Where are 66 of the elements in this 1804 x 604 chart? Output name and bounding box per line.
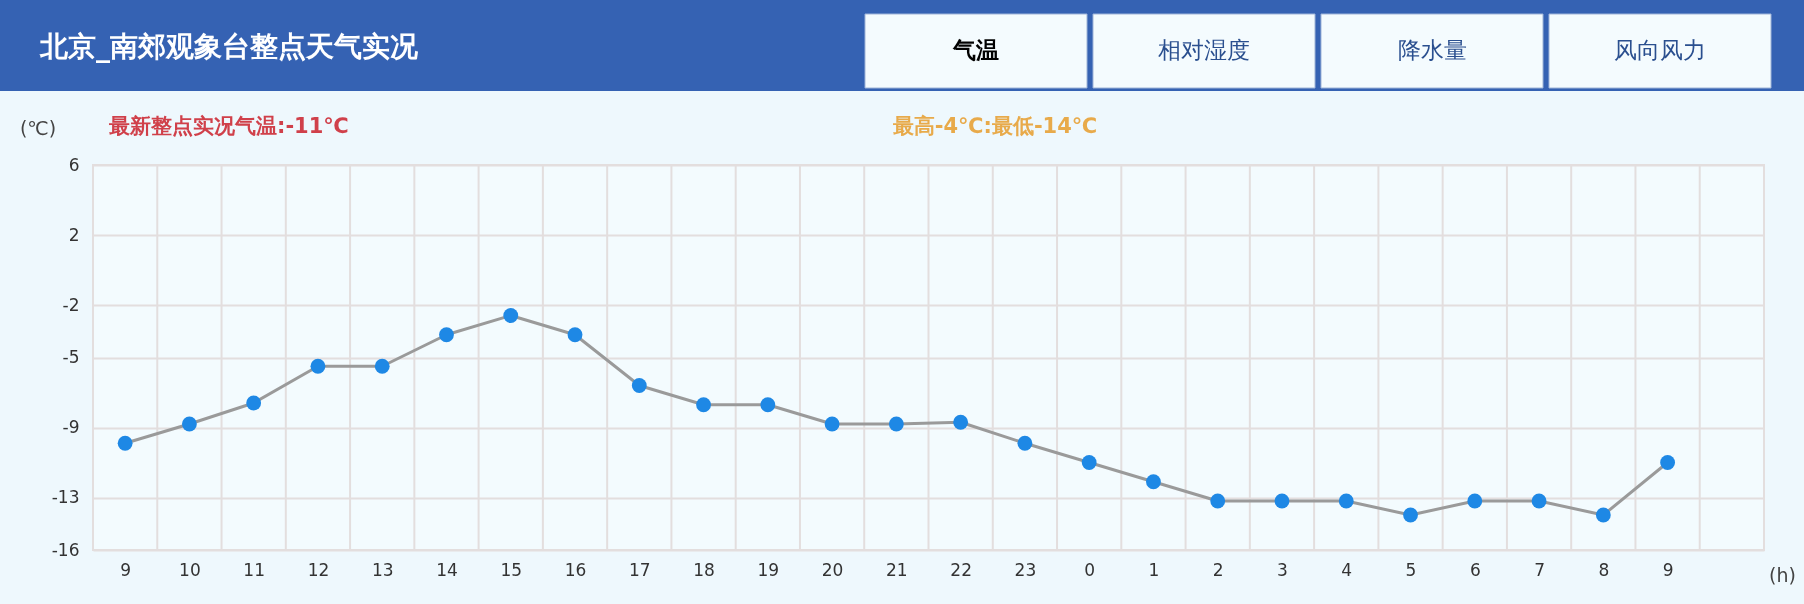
x-tick-label: 18 xyxy=(693,559,715,580)
point xyxy=(631,378,647,393)
text: 气温 xyxy=(952,37,999,63)
point xyxy=(1017,435,1033,451)
x-axis-title: (h) xyxy=(1769,564,1796,586)
point xyxy=(503,308,519,323)
x-tick-label: 7 xyxy=(1534,559,1545,580)
x-tick-label: 16 xyxy=(564,559,587,580)
x-tick-label: 12 xyxy=(307,559,330,580)
x-tick-label: 17 xyxy=(628,559,651,580)
x-tick-label: 22 xyxy=(950,559,972,580)
point xyxy=(117,435,133,451)
text: 最高-4℃:最低-14℃ xyxy=(891,114,1098,138)
point xyxy=(439,327,454,343)
point xyxy=(1467,493,1483,509)
point xyxy=(1081,455,1097,470)
x-tick-label: 20 xyxy=(821,559,844,580)
x-tick-label: 1 xyxy=(1148,559,1160,580)
y-tick-label: 2 xyxy=(68,224,80,245)
y-tick-label: -5 xyxy=(62,347,80,367)
point xyxy=(374,358,390,374)
point xyxy=(824,416,840,432)
text: 最新整点实况气温:-11℃ xyxy=(108,114,349,138)
point xyxy=(1595,507,1611,523)
x-tick-label: 15 xyxy=(500,559,523,580)
point xyxy=(1403,507,1418,523)
point xyxy=(1660,455,1676,470)
y-tick-label: 6 xyxy=(68,154,80,175)
y-axis-title: (℃) xyxy=(19,117,57,139)
y-tick-label: -2 xyxy=(62,294,80,315)
point xyxy=(1210,493,1226,509)
y-tick-label: -9 xyxy=(62,417,80,437)
point xyxy=(246,395,262,411)
text: 降水量 xyxy=(1397,37,1467,63)
x-tick-label: 14 xyxy=(436,559,458,580)
x-tick-label: 3 xyxy=(1277,559,1288,580)
point xyxy=(888,416,904,432)
point xyxy=(181,416,197,432)
x-tick-label: 21 xyxy=(886,559,908,580)
x-tick-label: 9 xyxy=(1662,559,1674,580)
x-tick-label: 10 xyxy=(179,559,201,580)
x-tick-label: 5 xyxy=(1405,559,1417,580)
x-tick-label: 11 xyxy=(243,559,265,580)
chart-title: 北京_南郊观象台整点天气实况 xyxy=(39,30,419,63)
point xyxy=(310,358,326,374)
y-tick-label: -16 xyxy=(51,539,80,560)
point xyxy=(760,397,776,413)
point xyxy=(953,414,969,430)
point xyxy=(1146,474,1161,490)
y-tick-label: -13 xyxy=(51,487,80,507)
x-tick-label: 0 xyxy=(1084,559,1096,580)
point xyxy=(1531,493,1547,509)
x-tick-label: 2 xyxy=(1212,559,1224,580)
point xyxy=(1274,493,1290,509)
text: 风向风力 xyxy=(1614,37,1706,63)
x-tick-label: 19 xyxy=(757,559,780,580)
x-tick-label: 9 xyxy=(120,559,132,580)
x-tick-label: 8 xyxy=(1598,559,1610,580)
x-tick-label: 6 xyxy=(1469,559,1481,580)
point xyxy=(567,327,583,343)
point xyxy=(696,397,711,413)
x-tick-label: 4 xyxy=(1341,559,1353,580)
text: 相对湿度 xyxy=(1158,37,1250,63)
point xyxy=(1338,493,1354,509)
x-tick-label: 23 xyxy=(1014,559,1037,580)
x-tick-label: 13 xyxy=(371,559,394,580)
